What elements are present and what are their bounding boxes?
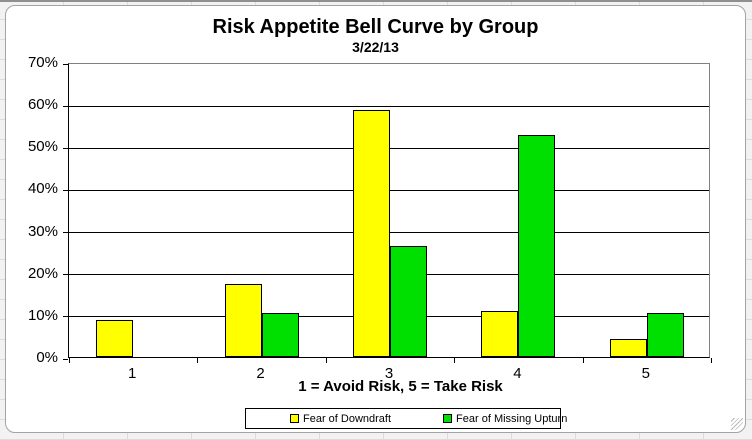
x-axis-label: 4: [513, 365, 522, 382]
legend-swatch-icon: [290, 414, 299, 423]
y-tick: [63, 63, 68, 65]
y-axis-label: 40%: [27, 180, 58, 198]
bar-fear-of-missing-upturn-cat-4[interactable]: [518, 135, 555, 357]
x-tick: [326, 358, 327, 363]
legend-label: Fear of Downdraft: [303, 412, 392, 425]
bar-fear-of-downdraft-cat-2[interactable]: [225, 284, 262, 357]
x-tick: [69, 358, 70, 363]
y-tick: [63, 316, 68, 318]
y-tick: [63, 232, 68, 234]
x-axis-label: 5: [641, 365, 650, 382]
bar-fear-of-missing-upturn-cat-5[interactable]: [647, 313, 684, 357]
chart-title: Risk Appetite Bell Curve by Group: [212, 16, 539, 38]
y-axis-label: 70%: [27, 54, 58, 71]
bar-fear-of-downdraft-cat-5[interactable]: [610, 339, 647, 357]
gridline: [69, 105, 709, 107]
legend-swatch-icon: [443, 414, 453, 423]
y-axis-label: 30%: [27, 222, 58, 240]
x-tick: [711, 358, 712, 363]
y-axis-label: 0%: [36, 349, 58, 366]
x-tick: [454, 358, 455, 363]
chart-subtitle: 3/22/13: [352, 39, 399, 55]
x-tick: [583, 358, 584, 363]
y-axis-label: 10%: [27, 306, 58, 324]
chart-object[interactable]: Risk Appetite Bell Curve by Group 3/22/1…: [5, 5, 746, 433]
y-tick: [63, 274, 68, 276]
y-tick: [63, 105, 68, 107]
bar-fear-of-downdraft-cat-1[interactable]: [96, 320, 133, 357]
legend-entry[interactable]: Fear of Downdraft: [290, 413, 391, 425]
x-axis-title: 1 = Avoid Risk, 5 = Take Risk: [298, 378, 503, 395]
y-axis-label: 60%: [27, 96, 58, 114]
x-tick: [197, 358, 198, 363]
x-axis-label: 3: [384, 365, 394, 382]
legend-label: Fear of Missing Upturn: [456, 412, 568, 425]
y-axis-label: 50%: [27, 138, 58, 156]
y-tick: [63, 358, 68, 360]
worksheet-gridline: [0, 0, 752, 2]
plot-area: [63, 63, 712, 363]
bar-fear-of-missing-upturn-cat-2[interactable]: [262, 313, 299, 357]
bar-fear-of-missing-upturn-cat-3[interactable]: [390, 246, 427, 357]
bar-fear-of-downdraft-cat-4[interactable]: [481, 311, 518, 357]
y-tick: [63, 147, 68, 149]
chart-legend[interactable]: Fear of Downdraft Fear of Missing Upturn: [245, 408, 567, 429]
bar-fear-of-downdraft-cat-3[interactable]: [353, 110, 390, 357]
x-axis-label: 2: [256, 365, 265, 382]
y-axis-label: 20%: [27, 264, 58, 282]
legend-entry[interactable]: Fear of Missing Upturn: [443, 413, 567, 425]
y-tick: [63, 189, 68, 191]
x-axis-label: 1: [128, 365, 137, 382]
resize-grip-icon[interactable]: [731, 418, 743, 430]
